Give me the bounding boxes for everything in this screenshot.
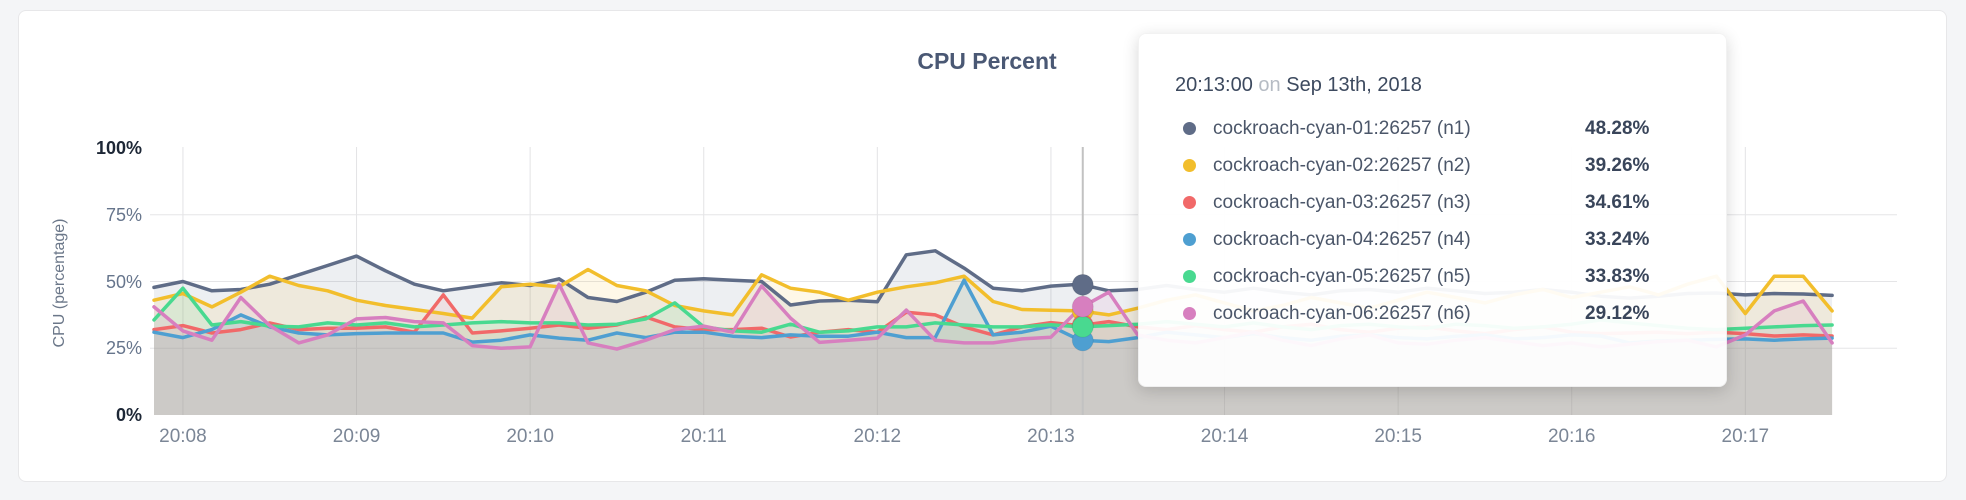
tooltip-series-dot bbox=[1183, 307, 1196, 320]
tooltip-series-dot bbox=[1183, 233, 1196, 246]
tooltip-date: Sep 13th, 2018 bbox=[1286, 74, 1422, 96]
tooltip-header: 20:13:00 on Sep 13th, 2018 bbox=[1139, 72, 1726, 98]
tooltip-series-dot bbox=[1183, 196, 1196, 209]
y-tick-label-75%: 75% bbox=[105, 204, 142, 225]
tooltip-series-value: 33.24% bbox=[1585, 228, 1650, 250]
y-tick-label-25%: 25% bbox=[105, 338, 142, 359]
tooltip-row: cockroach-cyan-05:26257 (n5) 33.83% bbox=[1139, 258, 1726, 295]
x-tick-label-20:17: 20:17 bbox=[1721, 426, 1770, 447]
y-tick-label-0%: 0% bbox=[115, 405, 142, 425]
y-tick-label-100%: 100% bbox=[95, 138, 142, 158]
hover-dot-n5 bbox=[1071, 315, 1094, 338]
tooltip-series-name: cockroach-cyan-04:26257 (n4) bbox=[1213, 228, 1471, 250]
x-tick-label-20:16: 20:16 bbox=[1547, 426, 1596, 447]
tooltip-time: 20:13:00 bbox=[1175, 74, 1253, 96]
tooltip-series-value: 39.26% bbox=[1585, 154, 1650, 176]
y-tick-label-50%: 50% bbox=[105, 271, 142, 292]
tooltip-series-value: 29.12% bbox=[1585, 302, 1650, 324]
x-tick-label-20:14: 20:14 bbox=[1200, 426, 1249, 447]
tooltip-series-dot bbox=[1183, 270, 1196, 283]
tooltip-series-name: cockroach-cyan-01:26257 (n1) bbox=[1213, 117, 1471, 139]
tooltip-series-dot bbox=[1183, 159, 1196, 172]
tooltip-series-name: cockroach-cyan-05:26257 (n5) bbox=[1213, 265, 1471, 287]
x-tick-label-20:13: 20:13 bbox=[1027, 426, 1075, 447]
x-tick-label-20:10: 20:10 bbox=[506, 426, 554, 447]
tooltip-preposition: on bbox=[1258, 74, 1281, 96]
tooltip-series-name: cockroach-cyan-06:26257 (n6) bbox=[1213, 302, 1471, 324]
tooltip-rows: cockroach-cyan-01:26257 (n1) 48.28% cockro… bbox=[1139, 110, 1726, 332]
tooltip-series-value: 48.28% bbox=[1585, 117, 1650, 139]
tooltip-series-value: 34.61% bbox=[1585, 191, 1650, 213]
tooltip-row: cockroach-cyan-01:26257 (n1) 48.28% bbox=[1139, 110, 1726, 147]
x-tick-label-20:09: 20:09 bbox=[332, 426, 381, 447]
x-tick-label-20:15: 20:15 bbox=[1374, 426, 1422, 447]
tooltip-series-name: cockroach-cyan-02:26257 (n2) bbox=[1213, 154, 1471, 176]
tooltip-row: cockroach-cyan-02:26257 (n2) 39.26% bbox=[1139, 147, 1726, 184]
tooltip-series-dot bbox=[1183, 122, 1196, 135]
tooltip-series-name: cockroach-cyan-03:26257 (n3) bbox=[1213, 191, 1471, 213]
x-tick-label-20:12: 20:12 bbox=[853, 426, 902, 447]
tooltip-row: cockroach-cyan-04:26257 (n4) 33.24% bbox=[1139, 221, 1726, 258]
x-tick-label-20:08: 20:08 bbox=[159, 426, 207, 447]
hover-dot-n1 bbox=[1071, 273, 1094, 296]
hover-dot-n6 bbox=[1071, 295, 1094, 318]
tooltip-series-value: 33.83% bbox=[1585, 265, 1650, 287]
tooltip-row: cockroach-cyan-06:26257 (n6) 29.12% bbox=[1139, 295, 1726, 332]
x-tick-label-20:11: 20:11 bbox=[680, 426, 727, 447]
chart-tooltip: 20:13:00 on Sep 13th, 2018 cockroach-cya… bbox=[1138, 33, 1727, 387]
tooltip-row: cockroach-cyan-03:26257 (n3) 34.61% bbox=[1139, 184, 1726, 221]
chart-title: CPU Percent bbox=[917, 48, 1057, 74]
